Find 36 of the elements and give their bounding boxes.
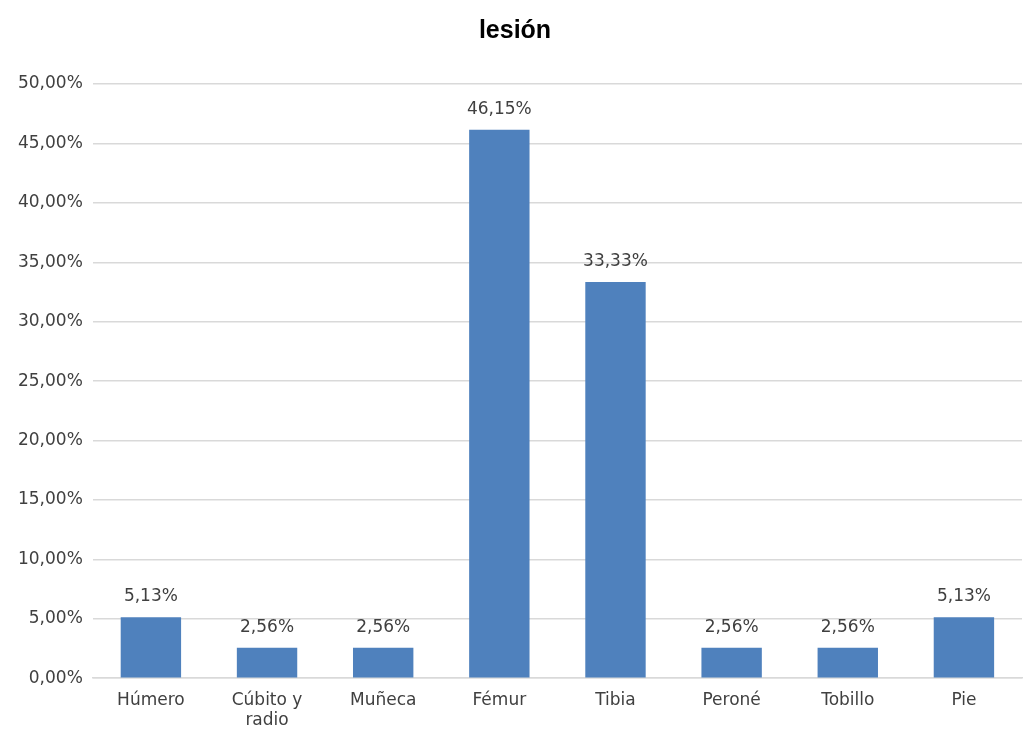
bar (120, 617, 182, 678)
chart-title: lesión (478, 14, 552, 43)
data-label: 33,33% (583, 250, 648, 271)
x-tick-label: Pie (951, 688, 977, 709)
bar (469, 129, 530, 678)
x-tick-label: Peroné (702, 688, 761, 709)
y-tick-label: 20,00% (17, 428, 83, 449)
data-label: 2,56% (240, 615, 295, 636)
x-tick-label: Muñeca (349, 688, 417, 709)
y-tick-label: 30,00% (17, 310, 83, 331)
data-label: 5,13% (123, 585, 178, 606)
y-tick-label: 15,00% (17, 488, 83, 509)
y-tick-label: 35,00% (17, 250, 83, 271)
y-tick-label: 25,00% (17, 369, 83, 390)
bar (701, 647, 762, 678)
y-tick-label: 5,00% (28, 607, 83, 628)
x-tick-label: Tobillo (820, 688, 875, 709)
data-label: 2,56% (356, 615, 411, 636)
x-tick-label: Tibia (594, 688, 636, 709)
y-tick-label: 0,00% (28, 666, 83, 687)
x-tick-label: Húmero (117, 688, 185, 709)
data-label: 2,56% (820, 615, 875, 636)
bar (933, 617, 995, 678)
y-tick-label: 50,00% (17, 72, 83, 93)
y-tick-label: 40,00% (17, 191, 83, 212)
data-label: 5,13% (936, 585, 991, 606)
data-label: 46,15% (466, 97, 532, 118)
x-tick-label: Cúbito y radio (231, 688, 303, 730)
data-label: 2,56% (704, 615, 759, 636)
bar (817, 647, 878, 678)
bar (236, 647, 298, 678)
x-tick-label: Fémur (472, 688, 527, 709)
bar (352, 647, 414, 678)
y-tick-label: 10,00% (17, 547, 83, 568)
y-tick-label: 45,00% (17, 131, 83, 152)
bar (585, 282, 646, 678)
